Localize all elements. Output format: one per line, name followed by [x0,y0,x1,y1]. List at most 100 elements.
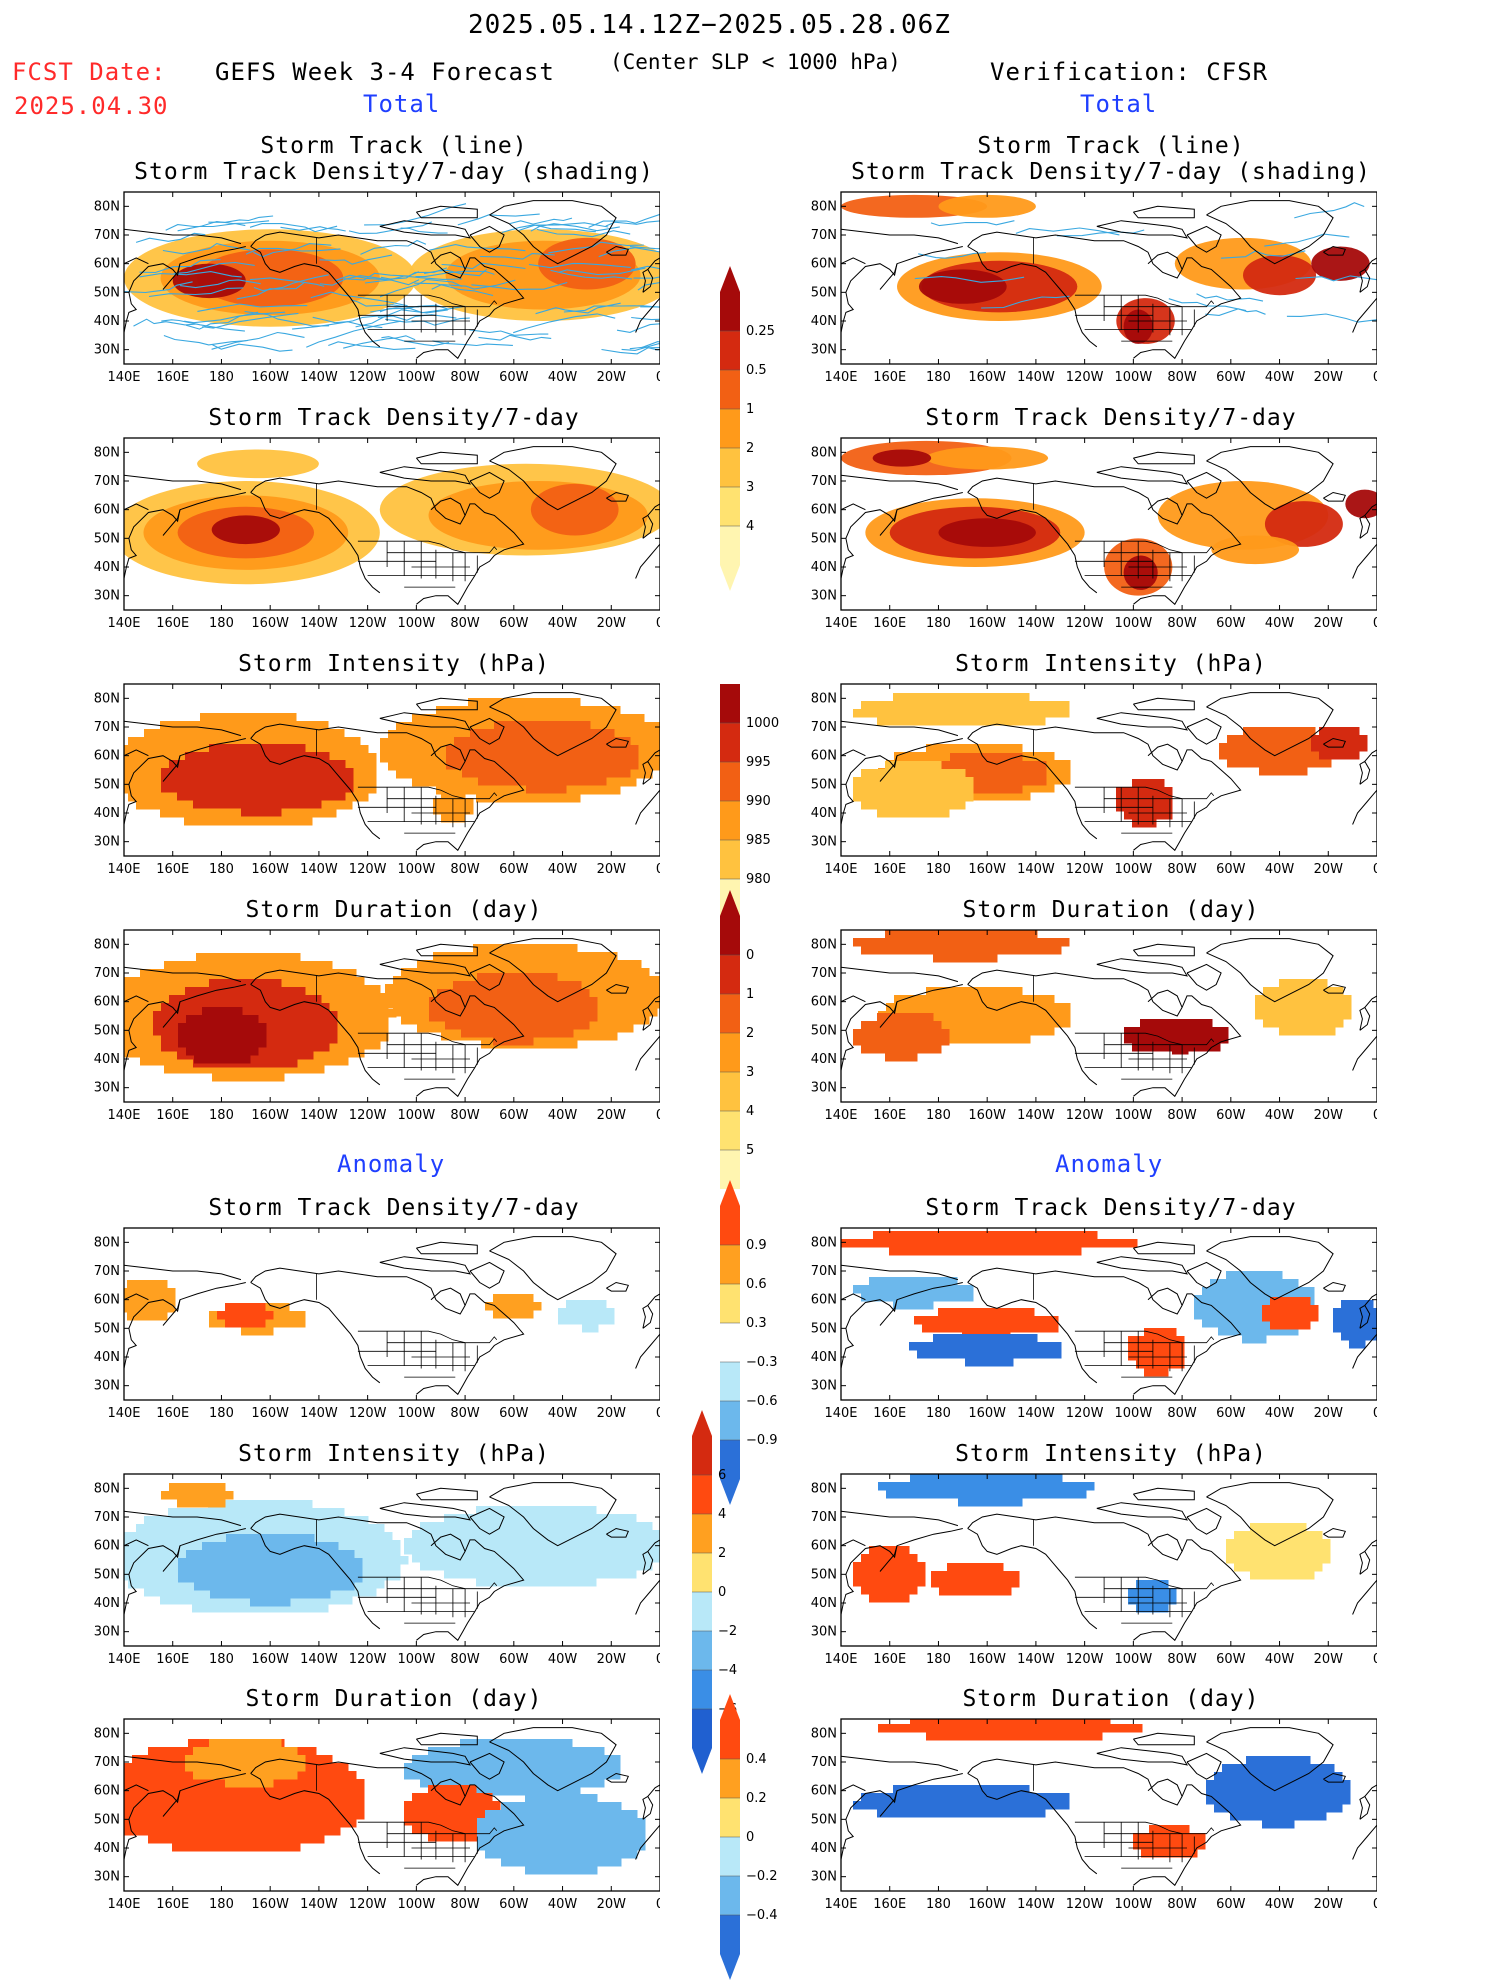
lon-label: 0 [656,862,660,877]
lon-label: 60W [1216,862,1246,877]
colorbar-label: 0.9 [746,1238,767,1253]
subtitle: (Center SLP < 1000 hPa) [610,50,901,74]
colorbar-label: 0 [746,1830,754,1845]
lat-label: 80N [811,1481,837,1496]
lat-label: 80N [94,1726,120,1741]
lat-label: 60N [811,749,837,764]
lon-label: 80W [450,616,480,631]
lon-label: 60W [1216,1406,1246,1421]
lon-label: 140E [107,1897,140,1912]
lat-label: 70N [94,1510,120,1525]
lon-label: 120W [1066,1897,1104,1912]
lon-label: 60W [499,1652,529,1667]
lon-label: 20W [1314,1652,1344,1667]
lon-label: 160W [251,1406,289,1421]
lon-label: 40W [1265,370,1295,385]
lat-label: 40N [94,314,120,329]
lat-label: 50N [94,1023,120,1038]
lon-label: 40W [548,1652,578,1667]
lon-label: 0 [656,1652,660,1667]
lon-label: 140W [300,1652,338,1667]
lat-label: 50N [811,1321,837,1336]
lat-label: 50N [94,1567,120,1582]
lon-label: 160E [873,862,906,877]
lon-label: 140E [824,1406,857,1421]
lon-label: 80W [1167,1652,1197,1667]
lon-label: 60W [499,862,529,877]
lon-label: 0 [1373,616,1377,631]
lon-label: 100W [1115,862,1153,877]
colorbar-label: 0.6 [746,1277,767,1292]
lon-label: 80W [1167,1108,1197,1123]
colorbar-label: 1 [746,402,754,417]
lon-label: 100W [398,1897,436,1912]
lat-label: 80N [811,1235,837,1250]
lat-label: 50N [811,531,837,546]
lat-label: 80N [94,199,120,214]
lat-label: 60N [811,503,837,518]
lon-label: 160E [156,1108,189,1123]
colorbar-label: 1 [746,987,754,1002]
lon-label: 140W [300,862,338,877]
lat-label: 70N [811,228,837,243]
lat-label: 80N [94,937,120,952]
panel-title-l7: Storm Duration (day) [114,1686,674,1713]
lat-label: 40N [811,806,837,821]
panel-title-r2: Storm Track Density/7-day [831,405,1391,432]
lon-label: 0 [656,1108,660,1123]
lon-label: 120W [349,1406,387,1421]
lon-label: 160E [873,370,906,385]
total-label-right: Total [1080,90,1157,118]
lon-label: 40W [548,1897,578,1912]
lon-label: 20W [597,1652,627,1667]
lon-label: 60W [499,616,529,631]
lon-label: 40W [1265,1897,1295,1912]
lon-label: 160W [968,862,1006,877]
panel-title-l1a: Storm Track (line) [114,133,674,160]
colorbar-label: 2 [746,1026,754,1041]
lon-label: 120W [349,862,387,877]
lon-label: 180 [926,1406,951,1421]
lon-label: 160W [968,1406,1006,1421]
lon-label: 160E [156,862,189,877]
lon-label: 160W [968,1652,1006,1667]
lon-label: 0 [656,1406,660,1421]
lon-label: 180 [926,862,951,877]
lon-label: 140W [300,370,338,385]
lat-label: 30N [811,835,837,850]
lon-label: 20W [597,1108,627,1123]
lon-label: 20W [1314,616,1344,631]
colorbar-label: 0.2 [746,1791,767,1806]
lat-label: 30N [811,343,837,358]
colorbar-label: 0.5 [746,363,767,378]
panel-title-l1b: Storm Track Density/7-day (shading) [114,159,674,186]
lat-label: 30N [94,1625,120,1640]
lon-label: 180 [926,616,951,631]
lat-label: 60N [94,1293,120,1308]
lon-label: 140W [300,1897,338,1912]
lat-label: 80N [94,1481,120,1496]
panel-title-l3: Storm Intensity (hPa) [114,651,674,678]
lon-label: 140W [1017,862,1055,877]
lat-label: 40N [811,560,837,575]
lon-label: 140E [824,370,857,385]
lon-label: 160E [156,1897,189,1912]
lon-label: 80W [1167,862,1197,877]
lon-label: 60W [1216,1897,1246,1912]
colorbar-label: 3 [746,480,754,495]
lat-label: 30N [811,1625,837,1640]
lon-label: 100W [1115,370,1153,385]
lon-label: 40W [548,1406,578,1421]
colorbar-label: 0.4 [746,1752,767,1767]
lat-label: 50N [811,285,837,300]
lon-label: 120W [1066,1108,1104,1123]
lon-label: 120W [349,370,387,385]
lon-label: 160E [873,1406,906,1421]
